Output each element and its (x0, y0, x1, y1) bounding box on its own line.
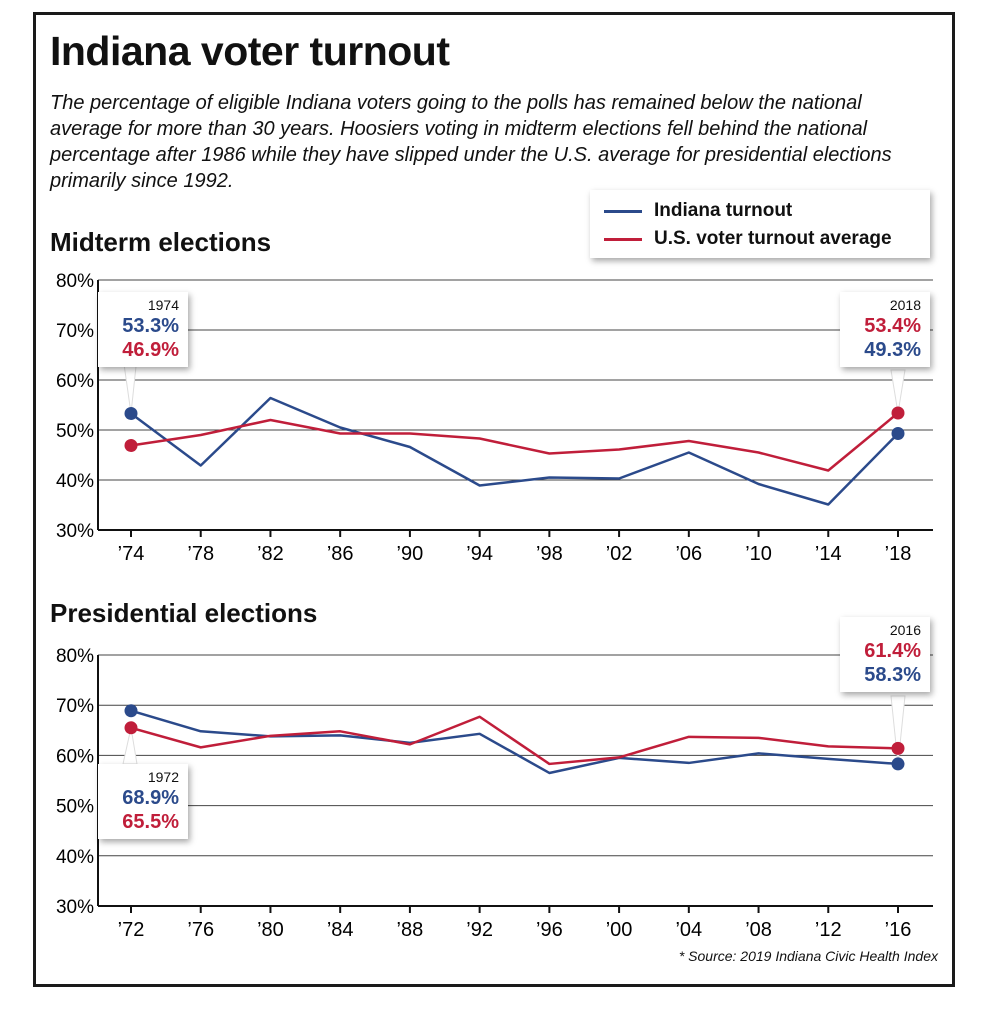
presidential-chart: 30% 40% 50% 60% 70% 80% ’72 ’76 ’80 ’84 ’88 ’92 ’96 ’… (56, 646, 933, 941)
x-tick-label: ’90 (397, 543, 424, 565)
callout-us-value: 53.4% (864, 315, 921, 337)
us-point-marker (891, 741, 905, 755)
x-tick-label: ’02 (606, 543, 633, 565)
x-tick-label: ’88 (397, 919, 424, 941)
y-tick-label: 60% (56, 746, 94, 767)
midterm-chart-title: Midterm elections (50, 227, 272, 257)
x-tick-label: ’74 (118, 543, 145, 565)
x-tick-label: ’94 (466, 543, 493, 565)
source-note: * Source: 2019 Indiana Civic Health Inde… (678, 948, 938, 964)
indiana-point-marker (124, 407, 138, 420)
chart-subtitle: The percentage of eligible Indiana voter… (50, 92, 892, 192)
chart-title: Indiana voter turnout (50, 28, 450, 74)
x-tick-label: ’82 (257, 543, 284, 565)
indiana-point-marker (891, 427, 905, 440)
midterm-chart: 30% 40% 50% 60% 70% 80% ’74 ’78 ’82 ’86 ’90 ’94 ’98 ’… (56, 271, 933, 565)
callout-pointer (890, 369, 906, 414)
y-tick-label: 80% (56, 646, 94, 667)
x-tick-label: ’04 (675, 919, 702, 941)
legend-label-us: U.S. voter turnout average (654, 228, 892, 249)
presidential-chart-title: Presidential elections (50, 598, 318, 628)
x-tick-label: ’12 (815, 919, 842, 941)
y-tick-label: 30% (56, 897, 94, 918)
x-tick-label: ’92 (466, 919, 493, 941)
series-line-indiana (130, 709, 899, 775)
callout-midterm-2018: 2018 53.4% 49.3% (840, 292, 930, 367)
legend-item-us: U.S. voter turnout average (604, 225, 916, 253)
us-point-marker (124, 439, 138, 452)
y-tick-label: 50% (56, 421, 94, 442)
callout-us-value: 65.5% (122, 811, 179, 833)
callout-indiana-value: 49.3% (864, 339, 921, 361)
x-tick-label: ’14 (815, 543, 842, 565)
x-tick-label: ’10 (745, 543, 772, 565)
x-tick-label: ’08 (745, 919, 772, 941)
legend-item-indiana: Indiana turnout (604, 197, 916, 225)
y-tick-label: 40% (56, 847, 94, 868)
y-tick-label: 40% (56, 471, 94, 492)
x-tick-label: ’16 (885, 919, 912, 941)
indiana-point-marker (124, 704, 138, 718)
legend-label-indiana: Indiana turnout (654, 200, 793, 221)
x-tick-label: ’96 (536, 919, 563, 941)
callout-us-value: 46.9% (122, 339, 179, 361)
chart-frame (33, 12, 955, 987)
x-tick-label: ’18 (885, 543, 912, 565)
x-tick-label: ’86 (327, 543, 354, 565)
callout-midterm-1974: 1974 53.3% 46.9% (98, 292, 188, 367)
x-tick-label: ’80 (257, 919, 284, 941)
y-tick-label: 80% (56, 271, 94, 292)
x-tick-label: ’78 (187, 543, 214, 565)
series-line-indiana (130, 396, 899, 506)
y-tick-label: 30% (56, 521, 94, 542)
indiana-point-marker (891, 757, 905, 771)
callout-year: 2016 (889, 622, 921, 638)
callout-year: 1974 (147, 297, 179, 313)
callout-indiana-value: 53.3% (122, 315, 179, 337)
y-tick-label: 50% (56, 797, 94, 818)
callout-presidential-2016: 2016 61.4% 58.3% (840, 617, 930, 692)
callout-indiana-value: 68.9% (122, 787, 179, 809)
series-line-us (130, 715, 899, 766)
callout-year: 2018 (889, 297, 921, 313)
legend: Indiana turnout U.S. voter turnout avera… (590, 190, 930, 258)
us-point-marker (891, 406, 905, 420)
legend-swatch-us (604, 237, 642, 241)
x-tick-label: ’76 (187, 919, 214, 941)
legend-swatch-indiana (604, 209, 642, 213)
x-tick-label: ’00 (606, 919, 633, 941)
callout-indiana-value: 58.3% (864, 664, 921, 686)
callout-us-value: 61.4% (864, 640, 921, 662)
callout-presidential-1972: 1972 68.9% 65.5% (98, 764, 188, 839)
callout-year: 1972 (147, 769, 179, 785)
callout-pointer (890, 695, 906, 764)
x-tick-label: ’84 (327, 919, 354, 941)
x-tick-label: ’98 (536, 543, 563, 565)
us-point-marker (124, 721, 138, 735)
x-tick-label: ’06 (675, 543, 702, 565)
x-tick-label: ’72 (118, 919, 145, 941)
y-tick-label: 70% (56, 696, 94, 717)
series-line-us (130, 412, 899, 472)
y-tick-label: 70% (56, 321, 94, 342)
y-tick-label: 60% (56, 371, 94, 392)
